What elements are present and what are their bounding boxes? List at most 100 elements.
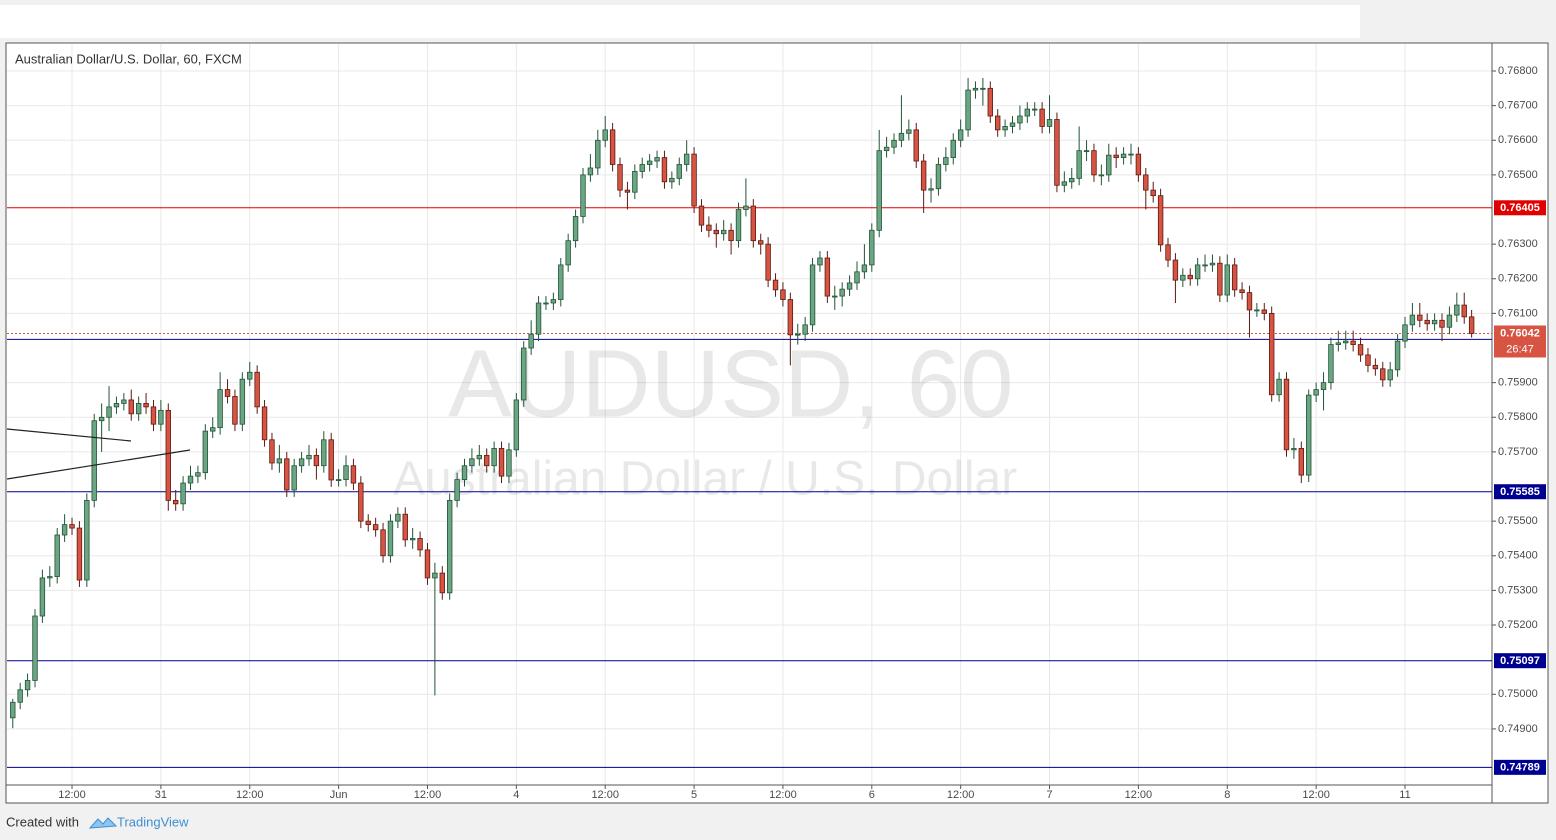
candle-body <box>1083 150 1090 153</box>
candle-body <box>39 577 46 617</box>
candle-body <box>1113 154 1119 158</box>
candle-body <box>1246 292 1253 311</box>
candle-body <box>180 482 186 505</box>
y-tick-label: 0.74900 <box>1498 723 1538 735</box>
candle-body <box>913 129 919 162</box>
candle-body <box>239 378 246 425</box>
candle-body <box>706 224 712 231</box>
candle-body <box>617 164 623 191</box>
candle-body <box>1402 324 1408 342</box>
candle-body <box>313 454 320 467</box>
levels <box>7 207 1492 768</box>
candle-body <box>172 499 179 505</box>
candle-body <box>1098 174 1105 177</box>
top-bar <box>0 5 1360 38</box>
candle-body <box>247 371 253 380</box>
y-tick-label: 0.75400 <box>1498 550 1538 562</box>
candle-body <box>624 189 631 193</box>
countdown: 26:47 <box>1506 343 1534 355</box>
candle-body <box>135 403 142 415</box>
trend-line <box>6 449 191 480</box>
candle-body <box>1061 181 1068 186</box>
candle-body <box>202 430 209 474</box>
candle-body <box>210 427 216 432</box>
level-label: 0.75585 <box>1500 486 1540 498</box>
candle-body <box>1194 264 1201 280</box>
footer-text: Created with <box>6 814 79 829</box>
candle-body <box>121 399 127 404</box>
candle-body <box>24 680 31 691</box>
x-tick-label: 12:00 <box>1302 789 1330 801</box>
watermark-subtitle: Australian Dollar / U.S. Dollar <box>393 453 1017 506</box>
candle-body <box>1313 389 1319 396</box>
candle-body <box>891 139 897 148</box>
candle-body <box>1224 264 1230 296</box>
y-tick-label: 0.76200 <box>1498 273 1538 285</box>
candle-body <box>824 257 831 297</box>
candle-body <box>10 701 16 719</box>
candle-body <box>669 177 675 183</box>
candle-body <box>972 87 979 91</box>
candle-body <box>343 465 349 480</box>
y-tick-label: 0.75300 <box>1498 584 1538 596</box>
candle-body <box>580 174 586 217</box>
y-tick-label: 0.76100 <box>1498 307 1538 319</box>
candle-body <box>298 458 305 467</box>
footer-brand[interactable]: TradingView <box>117 814 189 829</box>
candle-body <box>1054 119 1060 186</box>
candle-body <box>646 160 653 165</box>
candle-body <box>17 689 23 703</box>
level-tag <box>1494 653 1546 669</box>
y-tick-label: 0.75500 <box>1498 515 1538 527</box>
candle-body <box>950 139 956 158</box>
candle-body <box>920 160 927 191</box>
candle-body <box>395 513 401 522</box>
candle-body <box>935 164 942 190</box>
candle-body <box>1209 262 1216 266</box>
candle-body <box>765 243 771 281</box>
candle-body <box>980 87 986 90</box>
candle-body <box>291 465 297 491</box>
candle-body <box>84 499 90 581</box>
candle-body <box>1157 195 1164 246</box>
candle-body <box>365 520 371 526</box>
candle-body <box>1446 314 1453 328</box>
candle-body <box>1291 448 1297 451</box>
candle-body <box>1180 274 1186 281</box>
candle-body <box>254 371 260 408</box>
candle-body <box>321 439 327 467</box>
candle-body <box>195 472 201 477</box>
candle-body <box>728 229 734 242</box>
y-tick-label: 0.76800 <box>1498 65 1538 77</box>
candle-body <box>91 420 97 501</box>
candle-body <box>1468 316 1475 334</box>
candle-body <box>1076 150 1082 179</box>
candle-body <box>802 324 808 335</box>
candle-body <box>1461 304 1467 318</box>
candle-body <box>846 282 853 290</box>
candle-body <box>1032 108 1038 111</box>
candle-body <box>1069 177 1075 183</box>
candle-body <box>743 205 749 210</box>
candle-body <box>661 157 668 183</box>
candle-body <box>1387 369 1393 381</box>
candle-body <box>335 479 342 481</box>
candle-body <box>372 524 379 531</box>
candle-body <box>1276 378 1282 396</box>
candle-body <box>69 524 75 529</box>
candle-body <box>787 299 794 336</box>
candle-body <box>683 153 690 165</box>
x-tick-label: 12:00 <box>58 789 86 801</box>
x-tick-label: 31 <box>155 789 167 801</box>
candle-body <box>454 479 460 501</box>
level-label: 0.76405 <box>1500 202 1540 214</box>
candle-body <box>261 406 268 441</box>
candle-body <box>1409 314 1416 326</box>
candle-body <box>987 87 993 117</box>
candle-body <box>269 439 275 464</box>
candle-body <box>328 439 334 481</box>
x-tick-label: 12:00 <box>769 789 797 801</box>
y-tick-label: 0.76500 <box>1498 169 1538 181</box>
candle-body <box>639 164 645 172</box>
